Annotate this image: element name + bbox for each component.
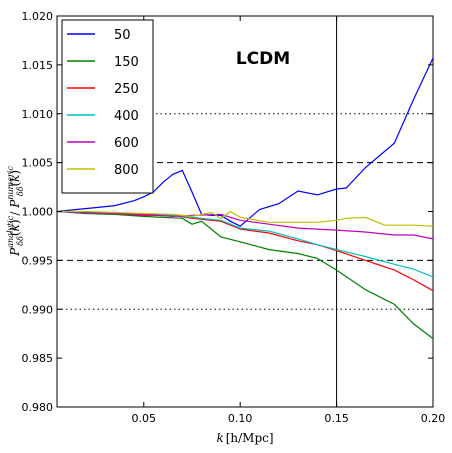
y-tick-label: 1.020 [22, 10, 54, 23]
x-axis-label: k [h/Mpc] [216, 431, 273, 445]
legend-label-150: 150 [114, 55, 139, 70]
y-axis-label: Panalyticδδ(k) / Pnumericδδ(k) [6, 166, 25, 257]
series-line-800 [57, 210, 434, 227]
x-tick-label: 0.15 [324, 412, 349, 425]
x-tick-label: 0.20 [421, 412, 446, 425]
series-line-250 [56, 210, 434, 292]
legend-box [61, 19, 154, 194]
series-line-600 [56, 210, 434, 240]
legend-label-400: 400 [114, 109, 139, 124]
y-tick-label: 1.010 [22, 108, 54, 121]
y-tick-label: 0.995 [22, 254, 54, 267]
y-tick-label: 1.005 [22, 157, 54, 170]
x-tick-label: 0.05 [132, 412, 157, 425]
svg-text:Panalyticδδ(k) / Pnumericδδ(k): Panalyticδδ(k) / Pnumericδδ(k) [6, 166, 25, 257]
y-tick-label: 0.990 [22, 303, 54, 316]
annotation-lcdm: LCDM [236, 49, 290, 69]
legend-label-50: 50 [114, 28, 131, 43]
y-tick-label: 0.985 [22, 352, 54, 365]
y-tick-label: 1.000 [22, 206, 54, 219]
y-tick-label: 1.015 [22, 59, 54, 72]
x-tick-label: 0.10 [228, 412, 253, 425]
series-line-150 [56, 210, 434, 340]
legend: 50 150 250 400 600 800 [61, 19, 154, 194]
legend-label-600: 600 [114, 136, 139, 151]
legend-label-800: 800 [114, 163, 139, 178]
y-tick-label: 0.980 [22, 401, 54, 414]
legend-label-250: 250 [114, 82, 139, 97]
